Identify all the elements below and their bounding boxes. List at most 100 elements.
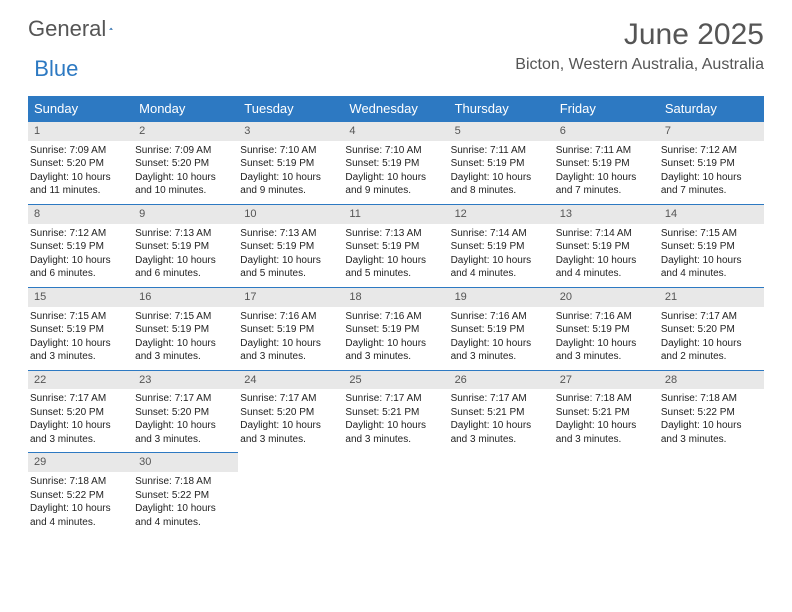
day-cell-empty bbox=[238, 452, 343, 535]
day-content: Sunrise: 7:18 AMSunset: 5:22 PMDaylight:… bbox=[28, 475, 133, 529]
sunrise-line: Sunrise: 7:11 AM bbox=[556, 144, 655, 158]
week-row: 8Sunrise: 7:12 AMSunset: 5:19 PMDaylight… bbox=[28, 204, 764, 287]
day-number: 12 bbox=[449, 204, 554, 224]
sunset-line: Sunset: 5:19 PM bbox=[240, 240, 339, 254]
day-number: 27 bbox=[554, 370, 659, 390]
day-number: 28 bbox=[659, 370, 764, 390]
sunrise-line: Sunrise: 7:14 AM bbox=[451, 227, 550, 241]
sunrise-line: Sunrise: 7:12 AM bbox=[30, 227, 129, 241]
sunrise-line: Sunrise: 7:17 AM bbox=[30, 392, 129, 406]
day-content: Sunrise: 7:11 AMSunset: 5:19 PMDaylight:… bbox=[449, 144, 554, 198]
daylight-line: Daylight: 10 hours and 9 minutes. bbox=[345, 171, 444, 198]
sunrise-line: Sunrise: 7:17 AM bbox=[135, 392, 234, 406]
day-cell: 21Sunrise: 7:17 AMSunset: 5:20 PMDayligh… bbox=[659, 287, 764, 370]
daylight-line: Daylight: 10 hours and 3 minutes. bbox=[451, 337, 550, 364]
sunrise-line: Sunrise: 7:13 AM bbox=[135, 227, 234, 241]
sunset-line: Sunset: 5:20 PM bbox=[135, 157, 234, 171]
logo: General bbox=[28, 18, 131, 40]
day-cell: 6 Sunrise: 7:11 AMSunset: 5:19 PMDaylight… bbox=[554, 121, 659, 204]
day-number: 22 bbox=[28, 370, 133, 390]
location: Bicton, Western Australia, Australia bbox=[515, 56, 764, 74]
sunset-line: Sunset: 5:21 PM bbox=[345, 406, 444, 420]
sunset-line: Sunset: 5:19 PM bbox=[556, 157, 655, 171]
sunset-line: Sunset: 5:19 PM bbox=[451, 323, 550, 337]
day-cell-empty bbox=[449, 452, 554, 535]
sunset-line: Sunset: 5:21 PM bbox=[451, 406, 550, 420]
day-content: Sunrise: 7:17 AMSunset: 5:20 PMDaylight:… bbox=[659, 310, 764, 364]
day-number: 25 bbox=[343, 370, 448, 390]
sunrise-line: Sunrise: 7:17 AM bbox=[345, 392, 444, 406]
daylight-line: Daylight: 10 hours and 2 minutes. bbox=[661, 337, 760, 364]
day-cell: 24Sunrise: 7:17 AMSunset: 5:20 PMDayligh… bbox=[238, 370, 343, 453]
day-number: 4 bbox=[343, 121, 448, 141]
daylight-line: Daylight: 10 hours and 3 minutes. bbox=[556, 419, 655, 446]
day-content: Sunrise: 7:09 AMSunset: 5:20 PMDaylight:… bbox=[133, 144, 238, 198]
day-number: 26 bbox=[449, 370, 554, 390]
day-content: Sunrise: 7:15 AMSunset: 5:19 PMDaylight:… bbox=[28, 310, 133, 364]
day-header: Thursday bbox=[449, 96, 554, 121]
week-row: 29Sunrise: 7:18 AMSunset: 5:22 PMDayligh… bbox=[28, 452, 764, 535]
sunrise-line: Sunrise: 7:15 AM bbox=[661, 227, 760, 241]
daylight-line: Daylight: 10 hours and 3 minutes. bbox=[135, 337, 234, 364]
week-row: 15Sunrise: 7:15 AMSunset: 5:19 PMDayligh… bbox=[28, 287, 764, 370]
day-header: Friday bbox=[554, 96, 659, 121]
day-cell: 1 Sunrise: 7:09 AMSunset: 5:20 PMDaylight… bbox=[28, 121, 133, 204]
sunset-line: Sunset: 5:19 PM bbox=[451, 157, 550, 171]
daylight-line: Daylight: 10 hours and 3 minutes. bbox=[30, 337, 129, 364]
day-number: 1 bbox=[28, 121, 133, 141]
day-content: Sunrise: 7:17 AMSunset: 5:21 PMDaylight:… bbox=[449, 392, 554, 446]
day-cell-empty bbox=[343, 452, 448, 535]
day-cell: 7 Sunrise: 7:12 AMSunset: 5:19 PMDaylight… bbox=[659, 121, 764, 204]
day-content: Sunrise: 7:17 AMSunset: 5:21 PMDaylight:… bbox=[343, 392, 448, 446]
sunset-line: Sunset: 5:19 PM bbox=[661, 157, 760, 171]
sunrise-line: Sunrise: 7:18 AM bbox=[556, 392, 655, 406]
day-content: Sunrise: 7:15 AMSunset: 5:19 PMDaylight:… bbox=[659, 227, 764, 281]
sunrise-line: Sunrise: 7:16 AM bbox=[345, 310, 444, 324]
sunset-line: Sunset: 5:20 PM bbox=[30, 157, 129, 171]
day-content: Sunrise: 7:12 AMSunset: 5:19 PMDaylight:… bbox=[28, 227, 133, 281]
logo-text-blue: Blue bbox=[34, 58, 78, 80]
day-number: 16 bbox=[133, 287, 238, 307]
day-content: Sunrise: 7:13 AMSunset: 5:19 PMDaylight:… bbox=[133, 227, 238, 281]
daylight-line: Daylight: 10 hours and 7 minutes. bbox=[661, 171, 760, 198]
day-cell: 16 Sunrise: 7:15 AMSunset: 5:19 PMDayligh… bbox=[133, 287, 238, 370]
day-content: Sunrise: 7:09 AMSunset: 5:20 PMDaylight:… bbox=[28, 144, 133, 198]
sunrise-line: Sunrise: 7:18 AM bbox=[661, 392, 760, 406]
sunset-line: Sunset: 5:19 PM bbox=[240, 157, 339, 171]
day-cell: 27Sunrise: 7:18 AMSunset: 5:21 PMDayligh… bbox=[554, 370, 659, 453]
day-number: 6 bbox=[554, 121, 659, 141]
sunset-line: Sunset: 5:22 PM bbox=[135, 489, 234, 503]
title-block: June 2025 Bicton, Western Australia, Aus… bbox=[515, 18, 764, 74]
logo-text-general: General bbox=[28, 18, 106, 40]
daylight-line: Daylight: 10 hours and 7 minutes. bbox=[556, 171, 655, 198]
day-cell: 4Sunrise: 7:10 AMSunset: 5:19 PMDaylight… bbox=[343, 121, 448, 204]
sunrise-line: Sunrise: 7:18 AM bbox=[30, 475, 129, 489]
day-content: Sunrise: 7:10 AMSunset: 5:19 PMDaylight:… bbox=[238, 144, 343, 198]
daylight-line: Daylight: 10 hours and 4 minutes. bbox=[661, 254, 760, 281]
day-number: 7 bbox=[659, 121, 764, 141]
day-cell: 12Sunrise: 7:14 AMSunset: 5:19 PMDayligh… bbox=[449, 204, 554, 287]
sunset-line: Sunset: 5:19 PM bbox=[345, 157, 444, 171]
day-number: 19 bbox=[449, 287, 554, 307]
day-content: Sunrise: 7:16 AMSunset: 5:19 PMDaylight:… bbox=[449, 310, 554, 364]
day-content: Sunrise: 7:15 AMSunset: 5:19 PMDaylight:… bbox=[133, 310, 238, 364]
daylight-line: Daylight: 10 hours and 3 minutes. bbox=[556, 337, 655, 364]
day-content: Sunrise: 7:17 AMSunset: 5:20 PMDaylight:… bbox=[28, 392, 133, 446]
sunrise-line: Sunrise: 7:11 AM bbox=[451, 144, 550, 158]
day-header-row: Sunday Monday Tuesday Wednesday Thursday… bbox=[28, 96, 764, 121]
sunrise-line: Sunrise: 7:17 AM bbox=[661, 310, 760, 324]
sunrise-line: Sunrise: 7:09 AM bbox=[30, 144, 129, 158]
day-number: 23 bbox=[133, 370, 238, 390]
sunrise-line: Sunrise: 7:16 AM bbox=[451, 310, 550, 324]
day-cell: 10Sunrise: 7:13 AMSunset: 5:19 PMDayligh… bbox=[238, 204, 343, 287]
sunset-line: Sunset: 5:22 PM bbox=[30, 489, 129, 503]
daylight-line: Daylight: 10 hours and 3 minutes. bbox=[345, 337, 444, 364]
day-content: Sunrise: 7:12 AMSunset: 5:19 PMDaylight:… bbox=[659, 144, 764, 198]
day-cell: 9Sunrise: 7:13 AMSunset: 5:19 PMDaylight… bbox=[133, 204, 238, 287]
daylight-line: Daylight: 10 hours and 4 minutes. bbox=[451, 254, 550, 281]
sunset-line: Sunset: 5:19 PM bbox=[240, 323, 339, 337]
day-cell: 23Sunrise: 7:17 AMSunset: 5:20 PMDayligh… bbox=[133, 370, 238, 453]
day-number: 24 bbox=[238, 370, 343, 390]
day-content: Sunrise: 7:18 AMSunset: 5:22 PMDaylight:… bbox=[133, 475, 238, 529]
sunrise-line: Sunrise: 7:10 AM bbox=[240, 144, 339, 158]
